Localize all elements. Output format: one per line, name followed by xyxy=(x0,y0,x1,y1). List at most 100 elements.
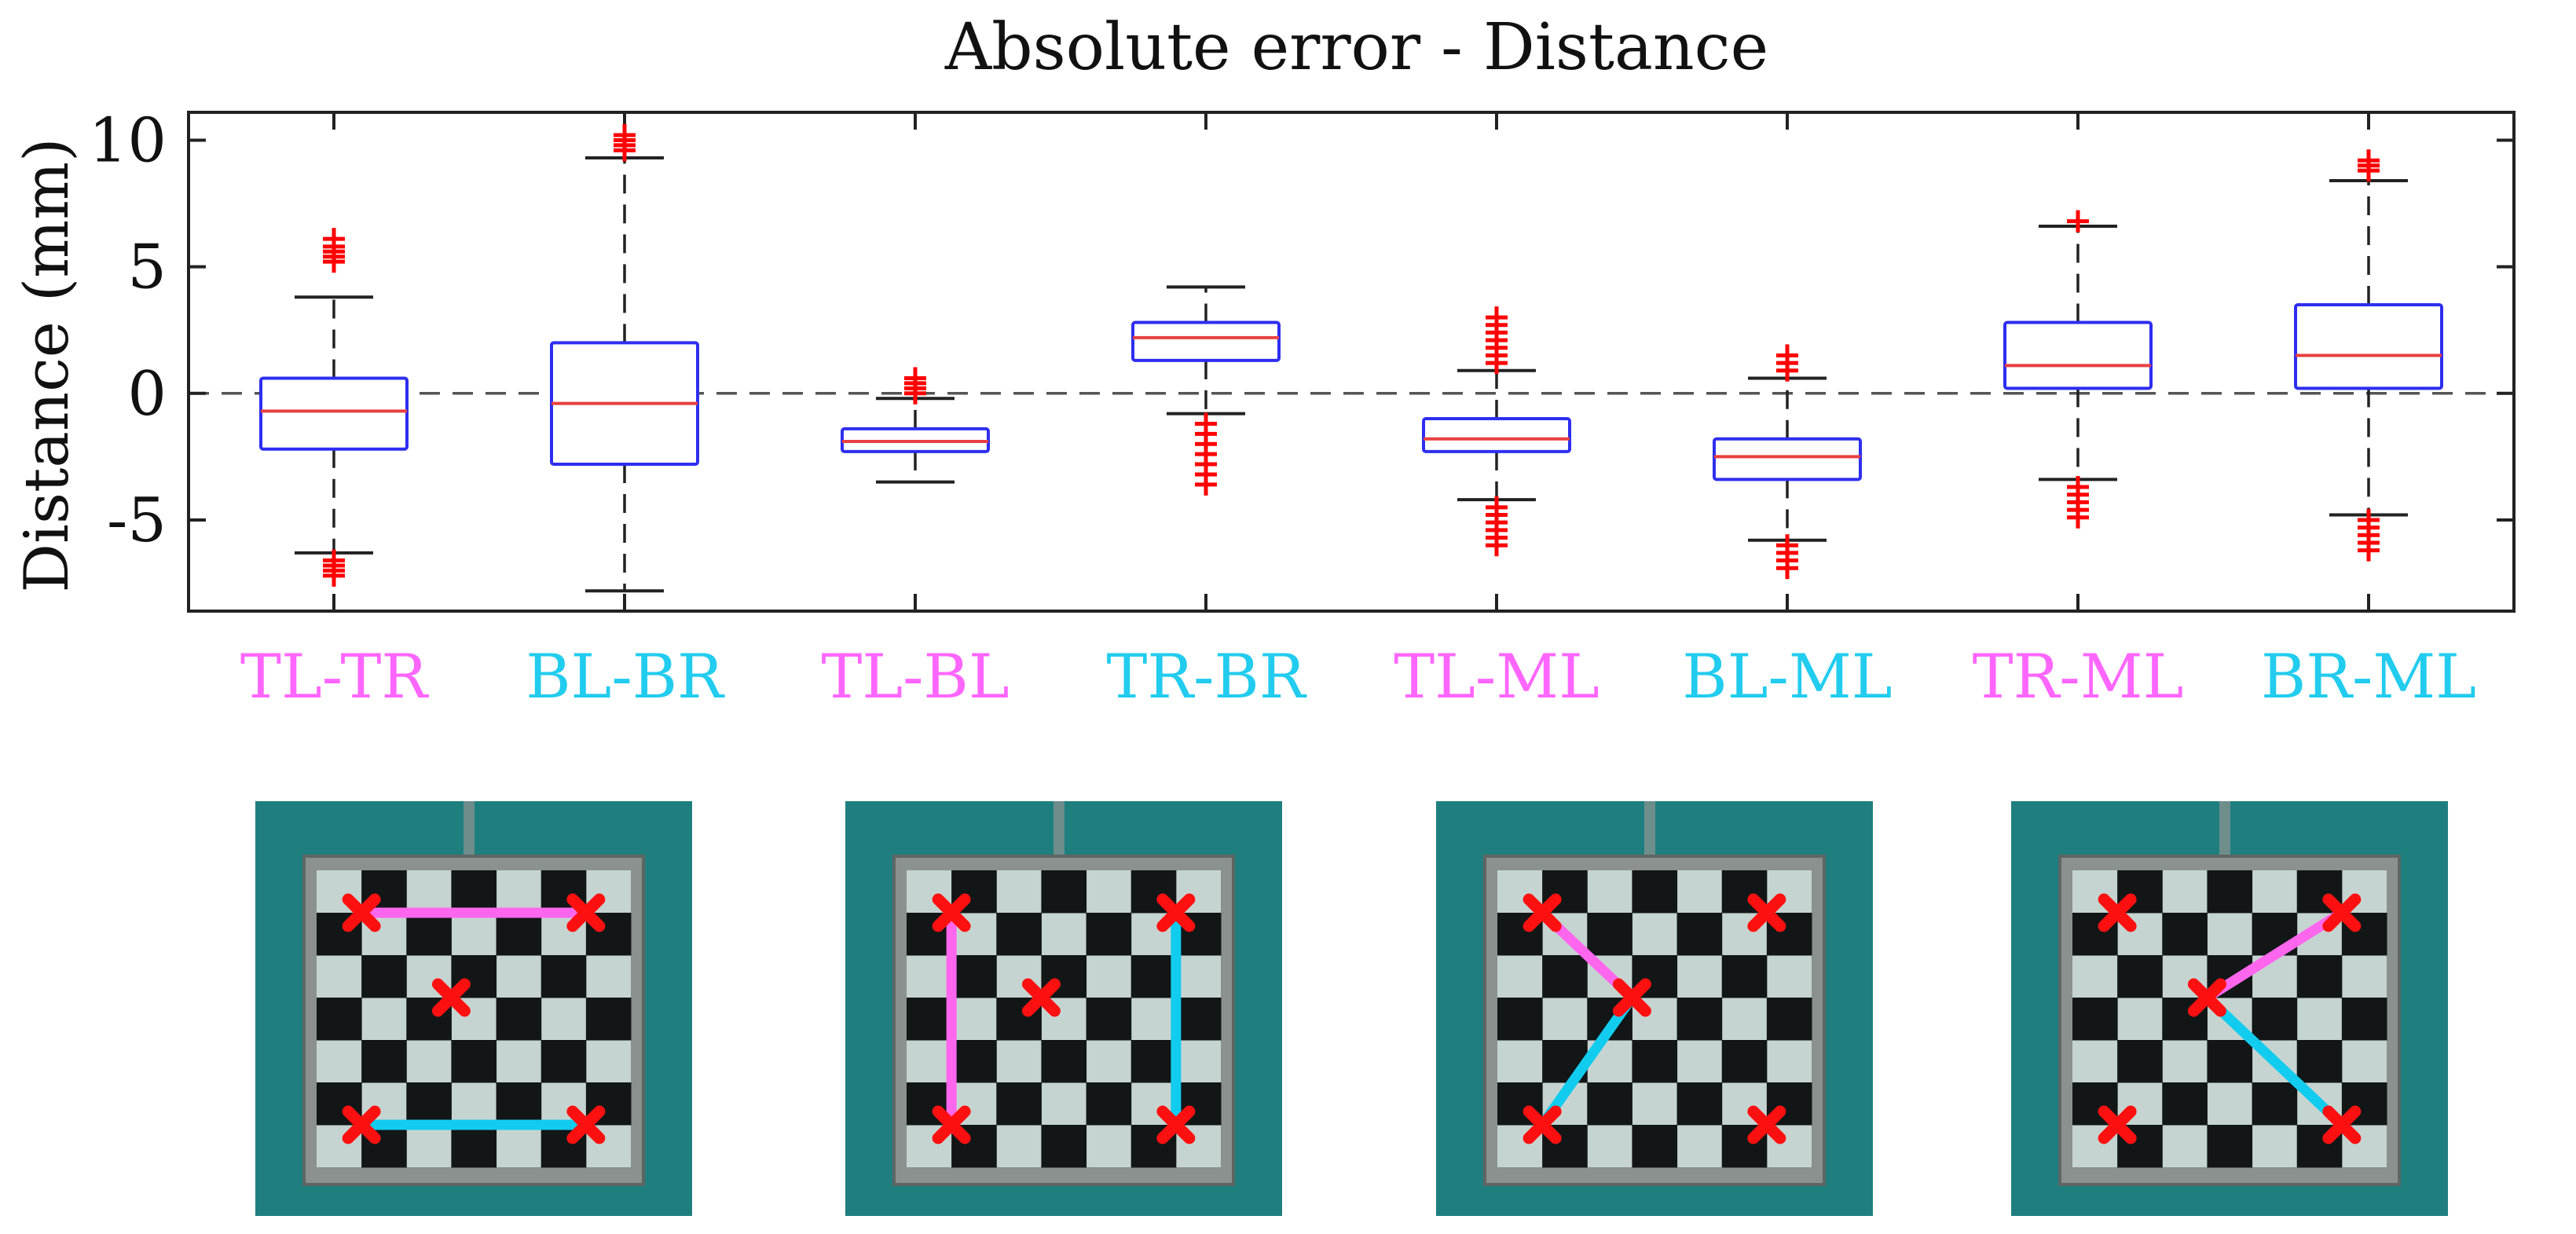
checker-square xyxy=(361,1040,407,1083)
marker-ml-icon xyxy=(2187,978,2226,1017)
marker-tr-icon xyxy=(1747,893,1786,932)
marker-bl-icon xyxy=(932,1105,971,1144)
box-tr-ml xyxy=(2003,210,2153,529)
checker-square xyxy=(2207,1040,2253,1083)
checker-square xyxy=(2162,1082,2208,1126)
marker-tr-icon xyxy=(566,893,606,932)
marker-br-icon xyxy=(1156,1105,1196,1144)
checker-square xyxy=(1676,998,1723,1041)
mount-rod xyxy=(2219,801,2230,856)
mount-rod xyxy=(1053,801,1064,856)
x-tick-label-tr-ml: TR-ML xyxy=(1973,642,2184,712)
box-iqr xyxy=(2003,320,2153,390)
checker-square xyxy=(540,955,587,998)
checker-square xyxy=(1721,955,1768,998)
checker-square xyxy=(1676,1082,1723,1126)
checker-square xyxy=(1676,913,1723,956)
marker-tl-icon xyxy=(932,893,971,932)
checker-square xyxy=(585,998,632,1041)
box-tl-bl xyxy=(841,367,990,484)
checker-square xyxy=(1632,1040,1678,1083)
checker-square xyxy=(996,1082,1042,1126)
marker-tl-icon xyxy=(1523,893,1562,932)
checker-square xyxy=(1086,1082,1132,1126)
checkerboard-photo-2 xyxy=(845,801,1282,1216)
checker-square xyxy=(1542,955,1588,998)
chart-title: Absolute error - Distance xyxy=(944,10,1768,85)
segment-bl-ml xyxy=(1537,992,1637,1130)
checker-square xyxy=(1086,998,1132,1041)
checker-square xyxy=(1632,870,1678,914)
checker-square xyxy=(361,955,407,998)
checkerboard-photo-3 xyxy=(1436,801,1873,1216)
marker-tl-icon xyxy=(2098,893,2137,932)
marker-ml-icon xyxy=(431,978,471,1017)
checker-square xyxy=(2207,1125,2253,1168)
x-tick-label-bl-br: BL-BR xyxy=(526,642,725,712)
checker-square xyxy=(1130,1040,1177,1083)
checker-square xyxy=(496,913,542,956)
checker-square xyxy=(451,870,497,914)
marker-ml-icon xyxy=(1021,978,1061,1017)
checker-square xyxy=(2341,998,2387,1041)
box-iqr xyxy=(1713,437,1862,482)
checker-square xyxy=(317,998,362,1041)
segment-tr-ml xyxy=(2201,907,2347,1003)
checker-square xyxy=(496,998,542,1041)
checker-square xyxy=(2252,1082,2298,1126)
x-tick-label-tl-bl: TL-BL xyxy=(821,642,1009,712)
box-iqr xyxy=(1422,417,1571,453)
checker-square xyxy=(1497,998,1543,1041)
box-bl-ml xyxy=(1713,344,1862,580)
checker-square xyxy=(2117,1040,2163,1083)
checkerboard-photo-1 xyxy=(255,801,692,1216)
checker-square xyxy=(2162,913,2208,956)
checker-square xyxy=(1175,998,1222,1041)
y-tick-label: 10 xyxy=(89,105,167,176)
box-tr-br xyxy=(1131,285,1281,496)
checker-square xyxy=(1632,1125,1678,1168)
box-tl-ml xyxy=(1422,306,1571,557)
box-iqr xyxy=(1131,320,1281,362)
checker-square xyxy=(2072,998,2118,1041)
mount-rod xyxy=(464,801,475,856)
checker-square xyxy=(2296,955,2343,998)
marker-br-icon xyxy=(566,1105,606,1144)
checker-square xyxy=(1587,1082,1632,1126)
box-br-ml xyxy=(2294,149,2443,562)
marker-br-icon xyxy=(1747,1105,1786,1144)
checker-square xyxy=(1721,1040,1768,1083)
box-tl-tr xyxy=(259,228,409,587)
marker-tr-icon xyxy=(2322,893,2362,932)
box-iqr xyxy=(259,376,409,451)
checker-square xyxy=(1766,998,1812,1041)
marker-br-icon xyxy=(2322,1105,2362,1144)
checker-square xyxy=(540,1040,587,1083)
chart-marks xyxy=(189,112,2514,611)
checker-square xyxy=(951,1040,997,1083)
y-tick-label: -5 xyxy=(107,485,167,556)
checker-square xyxy=(1041,1125,1087,1168)
plot-area xyxy=(189,112,2514,611)
marker-tr-icon xyxy=(1156,893,1196,932)
marker-bl-icon xyxy=(1523,1105,1562,1144)
x-tick-label-tr-br: TR-BR xyxy=(1106,642,1306,712)
x-tick-label-tl-tr: TL-TR xyxy=(240,642,429,712)
marker-bl-icon xyxy=(2098,1105,2137,1144)
checker-square xyxy=(1130,955,1177,998)
box-iqr xyxy=(2294,302,2443,390)
marker-ml-icon xyxy=(1612,978,1651,1017)
y-tick-label: 0 xyxy=(127,359,167,430)
checker-square xyxy=(1086,913,1132,956)
x-tick-label-bl-ml: BL-ML xyxy=(1682,642,1892,712)
checker-square xyxy=(907,998,952,1041)
marker-tl-icon xyxy=(342,893,381,932)
checker-square xyxy=(2252,998,2298,1041)
segment-br-ml xyxy=(2201,992,2347,1130)
x-tick-label-tl-ml: TL-ML xyxy=(1394,642,1599,712)
checker-square xyxy=(1041,1040,1087,1083)
checker-square xyxy=(2117,955,2163,998)
checker-square xyxy=(406,1082,452,1126)
marker-bl-icon xyxy=(342,1105,381,1144)
